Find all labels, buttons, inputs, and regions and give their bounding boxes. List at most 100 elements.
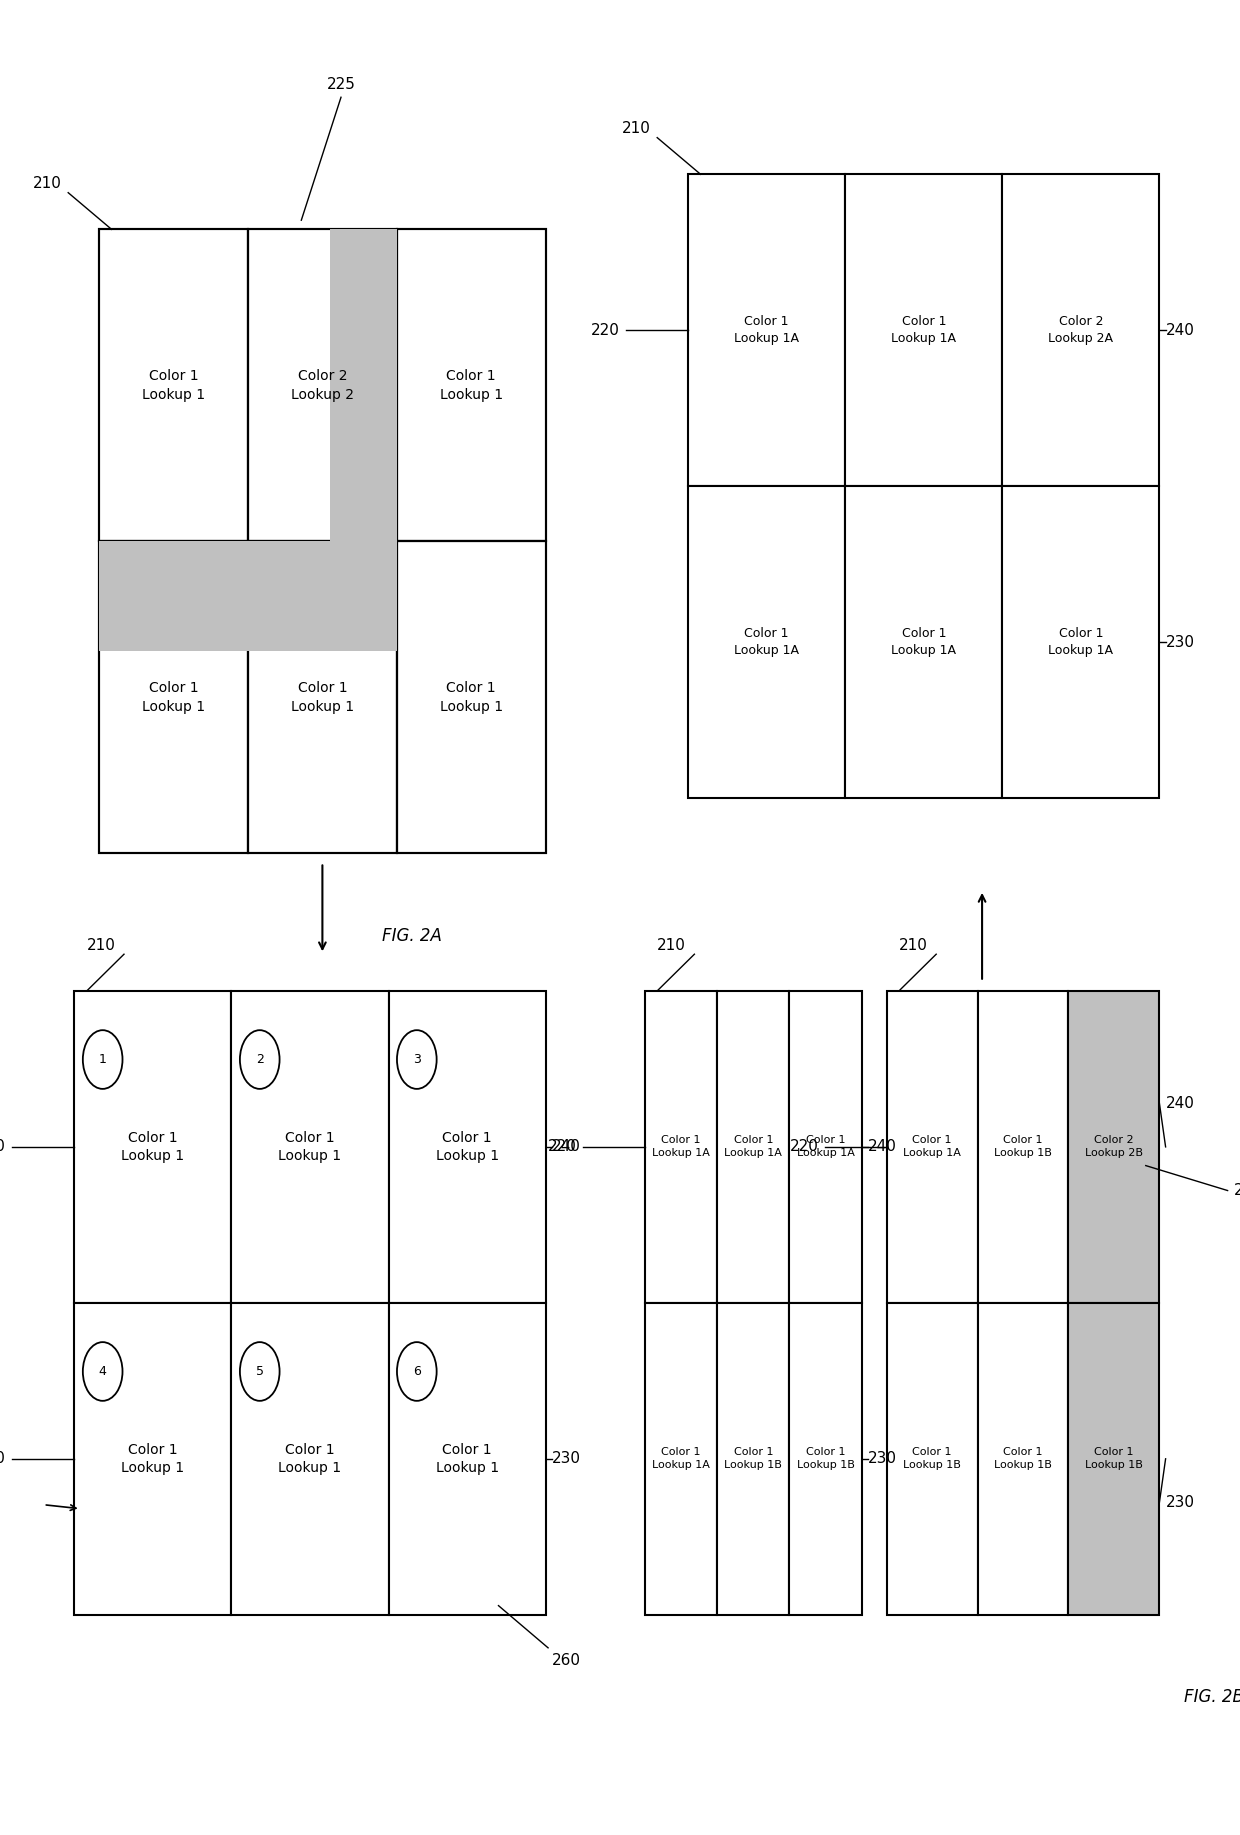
- Text: Color 1
Lookup 1B: Color 1 Lookup 1B: [903, 1448, 961, 1470]
- Text: Color 1
Lookup 1: Color 1 Lookup 1: [143, 369, 205, 402]
- Text: Color 2
Lookup 2: Color 2 Lookup 2: [291, 369, 353, 402]
- Text: Color 1
Lookup 1A: Color 1 Lookup 1A: [892, 316, 956, 345]
- Text: Color 2
Lookup 2B: Color 2 Lookup 2B: [1085, 1136, 1143, 1158]
- Text: Color 1
Lookup 1: Color 1 Lookup 1: [122, 1130, 185, 1163]
- Text: Color 1
Lookup 1B: Color 1 Lookup 1B: [1085, 1448, 1143, 1470]
- Bar: [717, 1303, 790, 1615]
- Text: 240: 240: [1166, 1095, 1194, 1110]
- Text: Color 1
Lookup 1A: Color 1 Lookup 1A: [734, 628, 800, 657]
- Text: Color 1
Lookup 1A: Color 1 Lookup 1A: [652, 1136, 711, 1158]
- Text: Color 1
Lookup 1: Color 1 Lookup 1: [440, 369, 502, 402]
- Text: Color 1
Lookup 1: Color 1 Lookup 1: [435, 1442, 498, 1475]
- Bar: [330, 229, 397, 541]
- Text: 240: 240: [868, 1140, 897, 1154]
- Bar: [248, 229, 397, 541]
- Text: 3: 3: [413, 1053, 420, 1066]
- Text: 230: 230: [1166, 635, 1194, 650]
- Text: 260: 260: [552, 1653, 580, 1668]
- Bar: [248, 541, 397, 853]
- Bar: [74, 991, 232, 1303]
- Text: 220: 220: [591, 323, 620, 338]
- Text: 225: 225: [1234, 1184, 1240, 1198]
- Circle shape: [397, 1341, 436, 1400]
- Bar: [232, 991, 388, 1303]
- Bar: [645, 1303, 717, 1615]
- Bar: [688, 174, 846, 486]
- Text: Color 2
Lookup 2A: Color 2 Lookup 2A: [1048, 316, 1114, 345]
- Text: 210: 210: [657, 938, 686, 952]
- Circle shape: [239, 1341, 279, 1400]
- Text: Color 1
Lookup 1B: Color 1 Lookup 1B: [796, 1448, 854, 1470]
- Text: Color 1
Lookup 1A: Color 1 Lookup 1A: [892, 628, 956, 657]
- Bar: [1069, 991, 1159, 1303]
- Text: Color 1
Lookup 1A: Color 1 Lookup 1A: [903, 1136, 961, 1158]
- Text: 250: 250: [0, 1451, 6, 1466]
- Bar: [688, 486, 846, 798]
- Bar: [99, 229, 248, 541]
- Text: 220: 220: [790, 1140, 818, 1154]
- Text: 2: 2: [255, 1053, 264, 1066]
- Bar: [99, 541, 248, 853]
- Circle shape: [83, 1029, 123, 1088]
- Circle shape: [83, 1341, 123, 1400]
- Text: Color 1
Lookup 1: Color 1 Lookup 1: [435, 1130, 498, 1163]
- Text: Color 1
Lookup 1B: Color 1 Lookup 1B: [994, 1136, 1052, 1158]
- Text: Color 1
Lookup 1A: Color 1 Lookup 1A: [1048, 628, 1114, 657]
- Text: 240: 240: [552, 1140, 580, 1154]
- Bar: [846, 486, 1002, 798]
- Text: 210: 210: [33, 176, 62, 191]
- Bar: [397, 541, 546, 853]
- Bar: [248, 229, 397, 541]
- Text: 210: 210: [899, 938, 928, 952]
- Text: 6: 6: [413, 1365, 420, 1378]
- Bar: [1069, 1303, 1159, 1615]
- Bar: [1002, 486, 1159, 798]
- Text: 230: 230: [552, 1451, 580, 1466]
- Bar: [1002, 174, 1159, 486]
- Text: Color 1
Lookup 1: Color 1 Lookup 1: [291, 681, 353, 714]
- Bar: [232, 1303, 388, 1615]
- Text: 1: 1: [99, 1053, 107, 1066]
- Text: Color 1
Lookup 1A: Color 1 Lookup 1A: [734, 316, 800, 345]
- Text: Color 1
Lookup 1A: Color 1 Lookup 1A: [796, 1136, 854, 1158]
- Bar: [717, 991, 790, 1303]
- Circle shape: [397, 1029, 436, 1088]
- Bar: [397, 229, 546, 541]
- Text: Color 1
Lookup 1: Color 1 Lookup 1: [143, 681, 205, 714]
- Text: 210: 210: [87, 938, 115, 952]
- Circle shape: [239, 1029, 279, 1088]
- Text: 240: 240: [1166, 323, 1194, 338]
- Text: Color 1
Lookup 1A: Color 1 Lookup 1A: [724, 1136, 782, 1158]
- Text: 225: 225: [326, 77, 356, 92]
- Bar: [397, 229, 546, 541]
- Bar: [99, 541, 248, 853]
- Bar: [887, 1303, 977, 1615]
- Text: Color 1
Lookup 1: Color 1 Lookup 1: [440, 681, 502, 714]
- Text: Color 1
Lookup 1A: Color 1 Lookup 1A: [652, 1448, 711, 1470]
- Text: Color 1
Lookup 1: Color 1 Lookup 1: [122, 1442, 185, 1475]
- Text: Color 1
Lookup 1B: Color 1 Lookup 1B: [724, 1448, 782, 1470]
- Text: 210: 210: [622, 121, 651, 136]
- Text: 220: 220: [548, 1140, 577, 1154]
- Text: 220: 220: [0, 1140, 6, 1154]
- Bar: [887, 991, 977, 1303]
- Bar: [397, 541, 546, 853]
- Bar: [99, 541, 397, 650]
- Text: 5: 5: [255, 1365, 264, 1378]
- Bar: [388, 1303, 546, 1615]
- Bar: [388, 991, 546, 1303]
- Bar: [790, 1303, 862, 1615]
- Text: Color 1
Lookup 1B: Color 1 Lookup 1B: [994, 1448, 1052, 1470]
- Bar: [846, 174, 1002, 486]
- Text: Color 1
Lookup 1: Color 1 Lookup 1: [279, 1130, 341, 1163]
- Text: 230: 230: [868, 1451, 897, 1466]
- Bar: [248, 541, 397, 853]
- Bar: [645, 991, 717, 1303]
- Text: FIG. 2A: FIG. 2A: [382, 927, 441, 945]
- Text: 4: 4: [99, 1365, 107, 1378]
- Text: FIG. 2B: FIG. 2B: [1184, 1688, 1240, 1707]
- Bar: [99, 229, 248, 541]
- Bar: [74, 1303, 232, 1615]
- Bar: [790, 991, 862, 1303]
- Bar: [977, 1303, 1069, 1615]
